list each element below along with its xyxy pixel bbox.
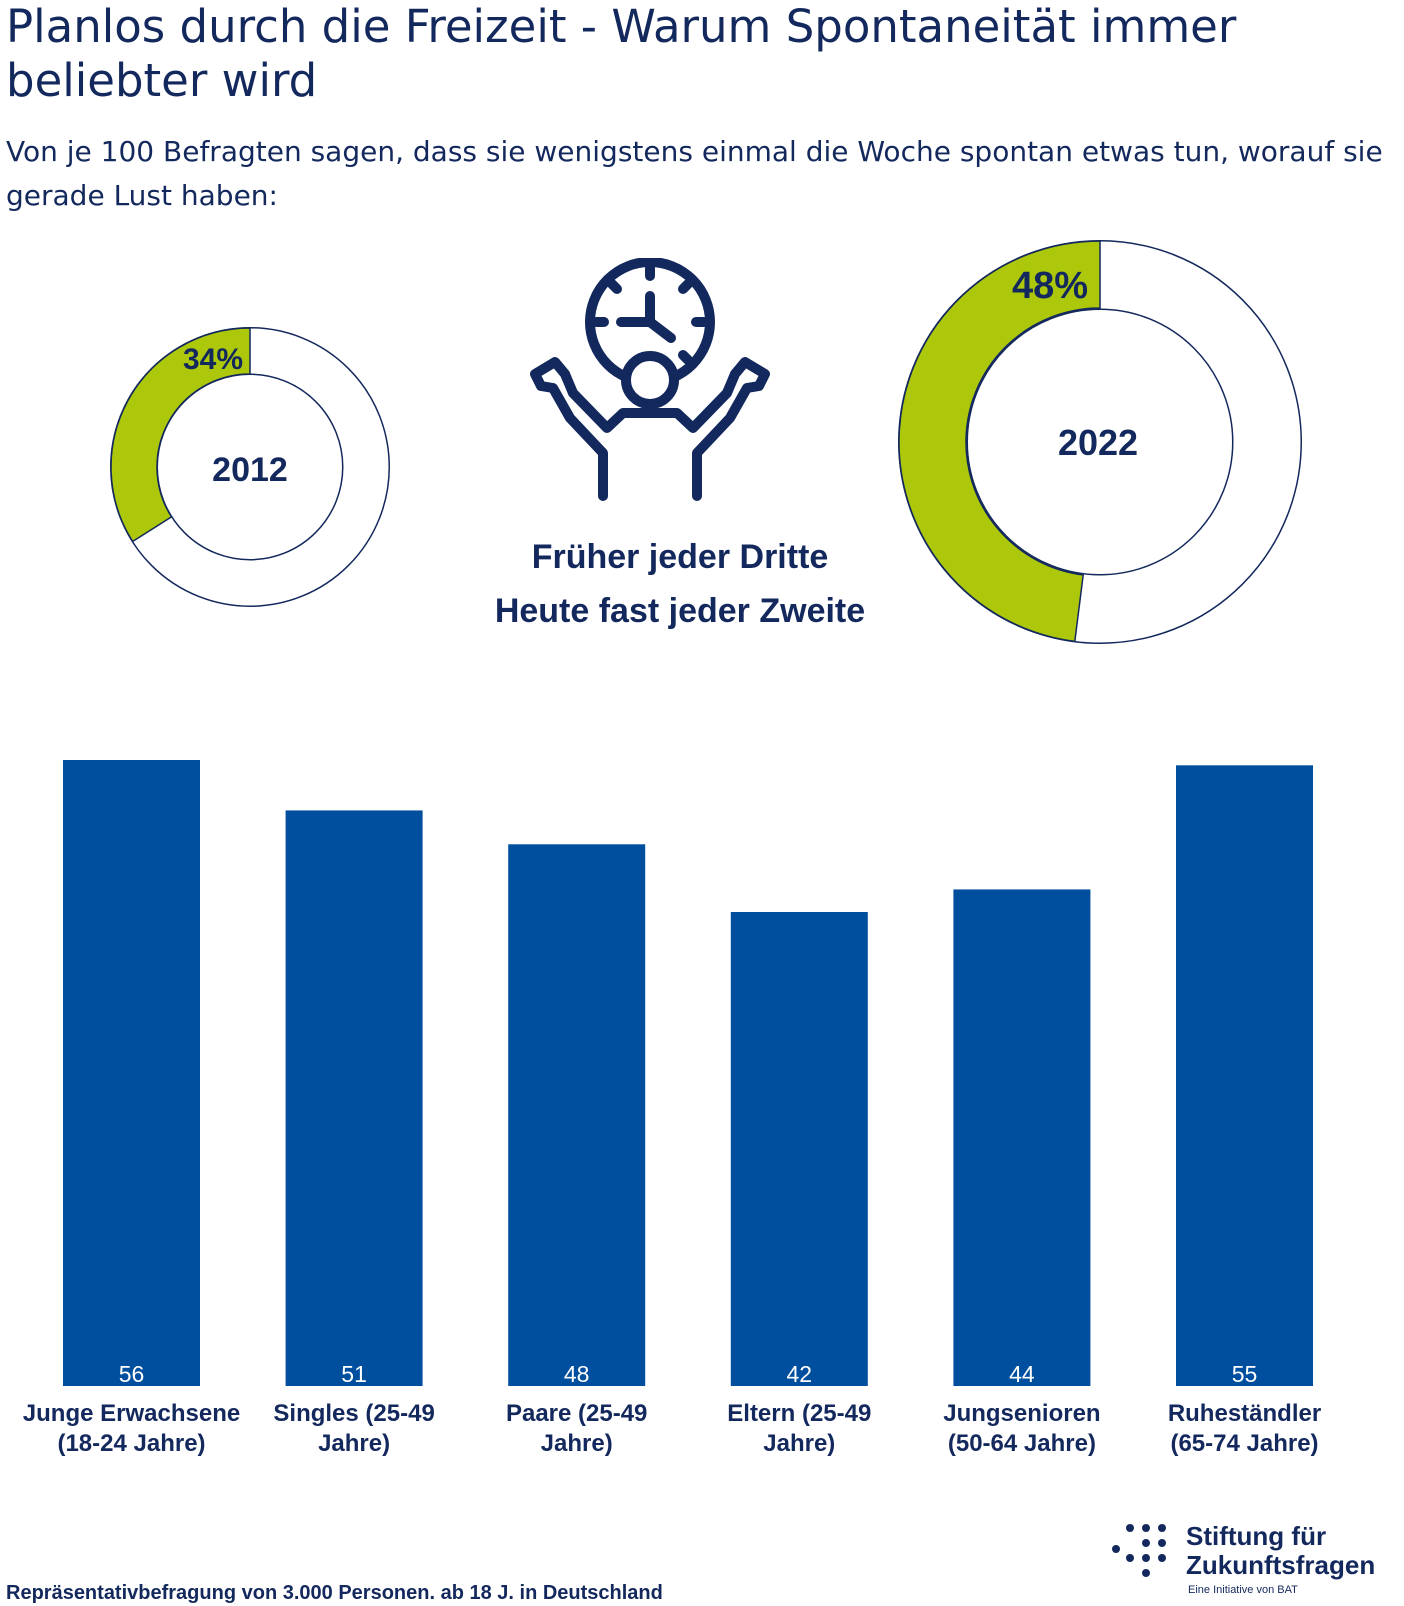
bar-value-label: 56 <box>119 1361 145 1387</box>
bar-3 <box>508 844 646 1386</box>
bar-4 <box>730 912 868 1386</box>
logo-dot <box>1142 1569 1150 1577</box>
donut-2012-percent: 34% <box>183 343 243 376</box>
logo-dot <box>1126 1554 1134 1562</box>
donut-2022: 2022 48% <box>898 240 1302 644</box>
category-label: Eltern (25-49 <box>727 1400 871 1427</box>
bar-1 <box>63 760 200 1386</box>
donut-2022-percent: 48% <box>1012 265 1088 307</box>
tagline-past: Früher jeder Dritte <box>531 538 829 576</box>
bar-value-label: 55 <box>1232 1361 1258 1387</box>
logo-dot <box>1112 1545 1120 1553</box>
category-label: Jungsenioren <box>943 1400 1100 1427</box>
person-with-clock-icon <box>530 258 770 501</box>
category-label: Jahre) <box>541 1430 613 1457</box>
logo-dot <box>1158 1524 1166 1532</box>
donut-2012-year: 2012 <box>212 451 288 489</box>
bar-6 <box>1176 765 1313 1386</box>
logo-name: Stiftung für Zukunftsfragen <box>1186 1521 1376 1580</box>
logo: Stiftung für Zukunftsfragen Eine Initiat… <box>1112 1522 1402 1602</box>
category-label: (50-64 Jahre) <box>948 1430 1096 1457</box>
bar-value-label: 44 <box>1009 1361 1035 1387</box>
page-subtitle: Von je 100 Befragten sagen, dass sie wen… <box>6 135 1383 212</box>
bar-5 <box>953 889 1091 1386</box>
category-label: Jahre) <box>763 1430 835 1457</box>
category-label: Jahre) <box>318 1430 390 1457</box>
category-label: Paare (25-49 <box>506 1400 647 1427</box>
logo-dot <box>1126 1524 1134 1532</box>
category-label: Junge Erwachsene <box>23 1400 240 1427</box>
logo-dot <box>1158 1554 1166 1562</box>
category-label: Ruheständler <box>1168 1400 1321 1427</box>
page-title: Planlos durch die Freizeit - Warum Spont… <box>6 0 1237 107</box>
logo-dot <box>1142 1524 1150 1532</box>
logo-dot <box>1158 1539 1166 1547</box>
bar-value-label: 42 <box>787 1361 813 1387</box>
logo-dot <box>1142 1554 1150 1562</box>
footer-note: Repräsentativbefragung von 3.000 Persone… <box>6 1582 663 1604</box>
logo-dot <box>1142 1539 1150 1547</box>
category-label: (18-24 Jahre) <box>57 1430 205 1457</box>
bar-value-label: 51 <box>341 1361 367 1387</box>
category-label: Singles (25-49 <box>273 1400 434 1427</box>
bar-chart: 56 Junge Erwachsene (18-24 Jahre) 51 Singles… <box>23 760 1321 1457</box>
logo-tagline: Eine Initiative von BAT <box>1188 1584 1298 1596</box>
donut-2022-year: 2022 <box>1058 422 1138 463</box>
category-label: (65-74 Jahre) <box>1170 1430 1318 1457</box>
donut-2012: 2012 34% <box>110 327 390 607</box>
bar-value-label: 48 <box>564 1361 590 1387</box>
bar-2 <box>285 810 423 1386</box>
tagline-present: Heute fast jeder Zweite <box>494 592 866 630</box>
